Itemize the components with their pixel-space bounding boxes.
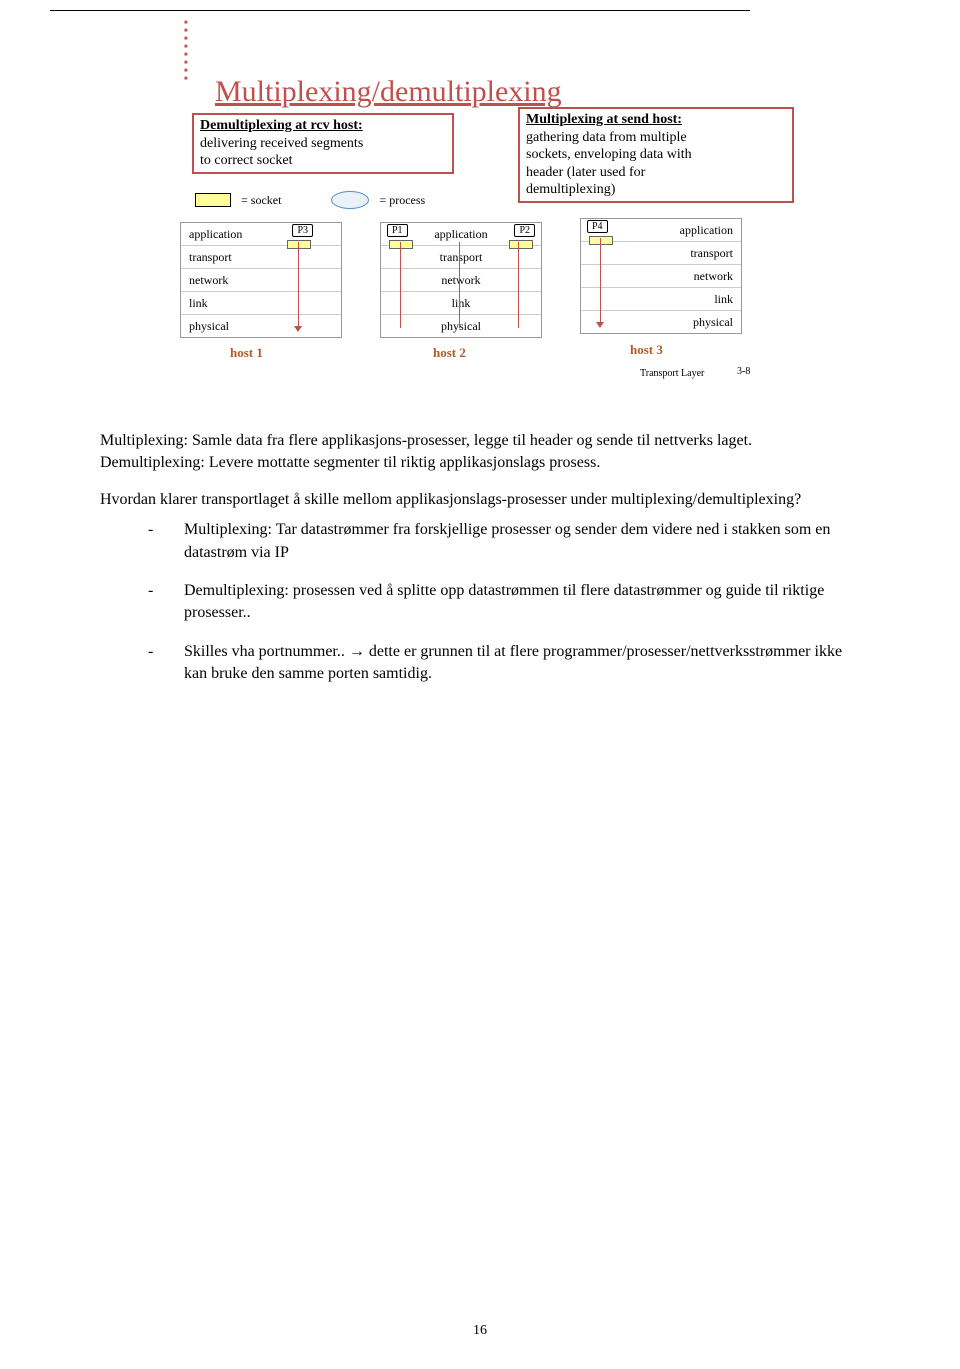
demux-line1: delivering received segments: [200, 135, 446, 153]
h2-p2: P2: [514, 224, 535, 237]
h2-vline-b: [518, 242, 519, 328]
mux-line2: sockets, enveloping data with: [526, 146, 786, 164]
legend-process-label: = process: [379, 193, 425, 208]
host2-label: host 2: [433, 345, 466, 361]
h1-layer-trans: transport: [189, 250, 232, 265]
mux-line3: header (later used for: [526, 164, 786, 182]
h1-layer-app: application: [189, 227, 242, 242]
bullet-1: Multiplexing: Tar datastrømmer fra forsk…: [148, 519, 860, 564]
h3-layer-net: network: [694, 269, 733, 284]
h2-layer-trans: transport: [440, 250, 483, 265]
h2-vline-a: [400, 242, 401, 328]
host1-box: application P3 transport network link ph…: [180, 222, 342, 338]
h3-layer-app: application: [680, 223, 733, 238]
h3-layer-trans: transport: [690, 246, 733, 261]
h2-layer-net: network: [441, 273, 480, 288]
mux-box-title: Multiplexing at send host:: [526, 111, 786, 129]
h3-layer-phys: physical: [693, 315, 733, 330]
process-icon: [331, 191, 369, 209]
demux-box-title: Demultiplexing at rcv host:: [200, 117, 446, 135]
h3-p4: P4: [587, 220, 608, 233]
bullet-3: Skilles vha portnummer.. → dette er grun…: [148, 641, 860, 686]
mux-line1: gathering data from multiple: [526, 129, 786, 147]
diagram-title: Multiplexing/demultiplexing: [215, 75, 562, 109]
para-1: Multiplexing: Samle data fra flere appli…: [100, 430, 860, 475]
mux-line4: demultiplexing): [526, 181, 786, 199]
h3-arrow: [596, 322, 604, 328]
h2-layer-link: link: [452, 296, 471, 311]
host3-box: P4 application transport network link ph…: [580, 218, 742, 334]
footer-right: 3-8: [737, 366, 750, 377]
socket-icon: [195, 193, 231, 207]
body-text: Multiplexing: Samle data fra flere appli…: [100, 430, 860, 702]
bullet-3a: Skilles vha portnummer..: [184, 643, 349, 660]
h3-vline: [600, 238, 601, 324]
demux-box: Demultiplexing at rcv host: delivering r…: [192, 113, 454, 174]
h1-arrow: [294, 326, 302, 332]
question: Hvordan klarer transportlaget å skille m…: [100, 489, 860, 511]
h2-layer-app: application: [434, 227, 487, 242]
h2-layer-phys: physical: [441, 319, 481, 334]
legend-socket-label: = socket: [241, 193, 281, 208]
bullet-2: Demultiplexing: prosessen ved å splitte …: [148, 580, 860, 625]
host1-label: host 1: [230, 345, 263, 361]
h1-p3: P3: [292, 224, 313, 237]
h1-layer-net: network: [189, 273, 228, 288]
legend: = socket = process: [195, 191, 425, 209]
h2-vline-c: [459, 242, 460, 328]
h3-layer-link: link: [714, 292, 733, 307]
host3-label: host 3: [630, 342, 663, 358]
page: ■■■■■■■■ Multiplexing/demultiplexing Dem…: [0, 0, 960, 1369]
h2-p1: P1: [387, 224, 408, 237]
demux-line2: to correct socket: [200, 152, 446, 170]
footer-left: Transport Layer: [640, 368, 704, 379]
h1-layer-link: link: [189, 296, 208, 311]
bullet-dots: ■■■■■■■■: [184, 20, 188, 82]
h1-layer-phys: physical: [189, 319, 229, 334]
page-number: 16: [0, 1323, 960, 1339]
bullet-list: Multiplexing: Tar datastrømmer fra forsk…: [148, 519, 860, 685]
mux-box: Multiplexing at send host: gathering dat…: [518, 107, 794, 203]
top-rule: [50, 10, 750, 11]
arrow-icon: →: [349, 643, 365, 660]
h1-vline: [298, 242, 299, 328]
